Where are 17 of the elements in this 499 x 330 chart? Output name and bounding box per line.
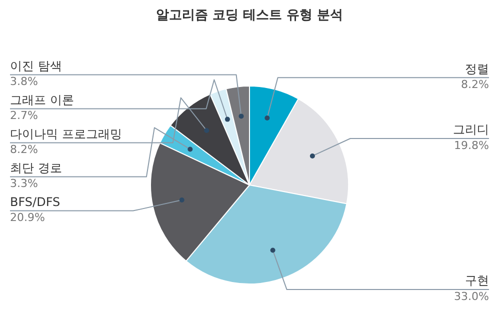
data-label: 19.8% — [454, 138, 489, 152]
slice-label: 그리디 — [453, 122, 489, 137]
data-label: 2.7% — [10, 109, 38, 122]
slice-label: BFS/DFS — [10, 194, 60, 209]
data-label: 8.2% — [461, 78, 489, 92]
data-label: 33.0% — [454, 290, 489, 303]
data-label: 8.2% — [10, 143, 38, 156]
slice-label: 이진 탐색 — [10, 58, 62, 73]
data-label: 3.3% — [10, 177, 38, 190]
slice-label: 그래프 이론 — [10, 92, 74, 107]
slice-label: 다이나믹 프로그래밍 — [10, 126, 122, 141]
slice-label: 정렬 — [465, 62, 489, 76]
slice-label: 구현 — [465, 274, 489, 288]
chart-title: 알고리즘 코딩 테스트 유형 분석 — [154, 7, 344, 24]
data-label: 20.9% — [10, 211, 45, 224]
slice-label: 최단 경로 — [10, 160, 62, 175]
data-label: 3.8% — [10, 75, 38, 88]
